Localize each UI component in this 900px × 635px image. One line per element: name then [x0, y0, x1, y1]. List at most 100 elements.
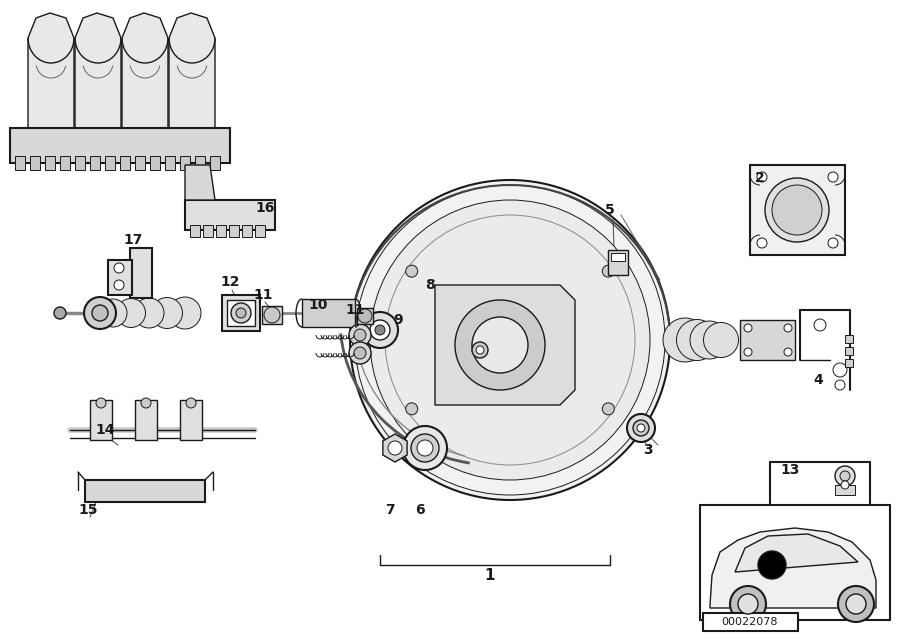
Circle shape [411, 434, 439, 462]
Bar [302, 299, 355, 327]
Circle shape [264, 307, 280, 323]
Circle shape [354, 347, 366, 359]
Bar [185, 200, 275, 230]
Circle shape [784, 324, 792, 332]
Circle shape [134, 298, 164, 328]
Circle shape [54, 307, 66, 319]
Circle shape [349, 324, 371, 346]
Circle shape [370, 320, 390, 340]
Text: 14: 14 [95, 423, 115, 437]
Bar [845, 335, 853, 343]
Bar [85, 480, 205, 502]
Text: 13: 13 [780, 463, 800, 477]
Circle shape [744, 348, 752, 356]
Bar [740, 320, 795, 360]
Bar [135, 400, 157, 440]
Bar [845, 347, 853, 355]
Circle shape [633, 420, 649, 436]
Bar [130, 248, 152, 298]
Bar [845, 359, 853, 367]
Text: 11: 11 [253, 288, 273, 302]
Bar [770, 462, 870, 514]
Circle shape [114, 280, 124, 290]
Circle shape [476, 346, 484, 354]
Circle shape [690, 321, 728, 359]
Bar [203, 225, 213, 237]
Circle shape [114, 263, 124, 273]
Bar [108, 260, 132, 295]
Text: 8: 8 [425, 278, 435, 292]
Circle shape [637, 424, 645, 432]
Circle shape [627, 414, 655, 442]
Bar [190, 225, 200, 237]
Circle shape [169, 297, 201, 329]
Circle shape [828, 238, 838, 248]
Text: 16: 16 [256, 201, 274, 215]
Bar [255, 225, 265, 237]
Circle shape [406, 403, 418, 415]
Bar [195, 156, 205, 170]
Bar [242, 225, 252, 237]
Circle shape [231, 303, 251, 323]
Polygon shape [122, 13, 168, 133]
Circle shape [757, 238, 767, 248]
Bar [262, 306, 282, 324]
Bar [180, 400, 202, 440]
Bar [222, 295, 260, 331]
Text: 1: 1 [485, 568, 495, 582]
Text: 15: 15 [78, 503, 98, 517]
Bar [150, 156, 160, 170]
Bar [45, 156, 55, 170]
Text: 10: 10 [309, 298, 328, 312]
Text: 17: 17 [123, 233, 143, 247]
Polygon shape [75, 13, 121, 133]
Text: 7: 7 [385, 503, 395, 517]
Polygon shape [169, 13, 215, 133]
Circle shape [704, 323, 739, 358]
Circle shape [841, 481, 849, 489]
Bar [700, 505, 890, 620]
Bar [30, 156, 40, 170]
Circle shape [141, 398, 151, 408]
Circle shape [677, 319, 717, 361]
Circle shape [814, 319, 826, 331]
Text: 2: 2 [755, 171, 765, 185]
Bar [750, 165, 845, 255]
Bar [120, 156, 130, 170]
Circle shape [835, 466, 855, 486]
Circle shape [403, 426, 447, 470]
Circle shape [472, 317, 528, 373]
Bar [227, 300, 255, 326]
Bar [357, 308, 373, 324]
Circle shape [455, 300, 545, 390]
Circle shape [472, 342, 488, 358]
Text: 3: 3 [644, 443, 652, 457]
Circle shape [349, 342, 371, 364]
Text: 9: 9 [393, 313, 403, 327]
Circle shape [92, 305, 108, 321]
Circle shape [835, 380, 845, 390]
Bar [180, 156, 190, 170]
Circle shape [738, 594, 758, 614]
Circle shape [362, 312, 398, 348]
Bar [229, 225, 239, 237]
Bar [90, 156, 100, 170]
Bar [90, 400, 112, 440]
Bar [75, 156, 85, 170]
Bar [105, 156, 115, 170]
Circle shape [757, 172, 767, 182]
Circle shape [186, 398, 196, 408]
Bar [210, 156, 220, 170]
Circle shape [602, 403, 615, 415]
Bar [135, 156, 145, 170]
Circle shape [350, 180, 670, 500]
Polygon shape [28, 13, 74, 133]
Bar [216, 225, 226, 237]
Circle shape [663, 318, 707, 362]
Circle shape [151, 298, 183, 328]
Circle shape [236, 308, 246, 318]
Circle shape [116, 298, 146, 328]
Circle shape [375, 325, 385, 335]
Bar [703, 613, 798, 631]
Text: 5: 5 [605, 203, 615, 217]
